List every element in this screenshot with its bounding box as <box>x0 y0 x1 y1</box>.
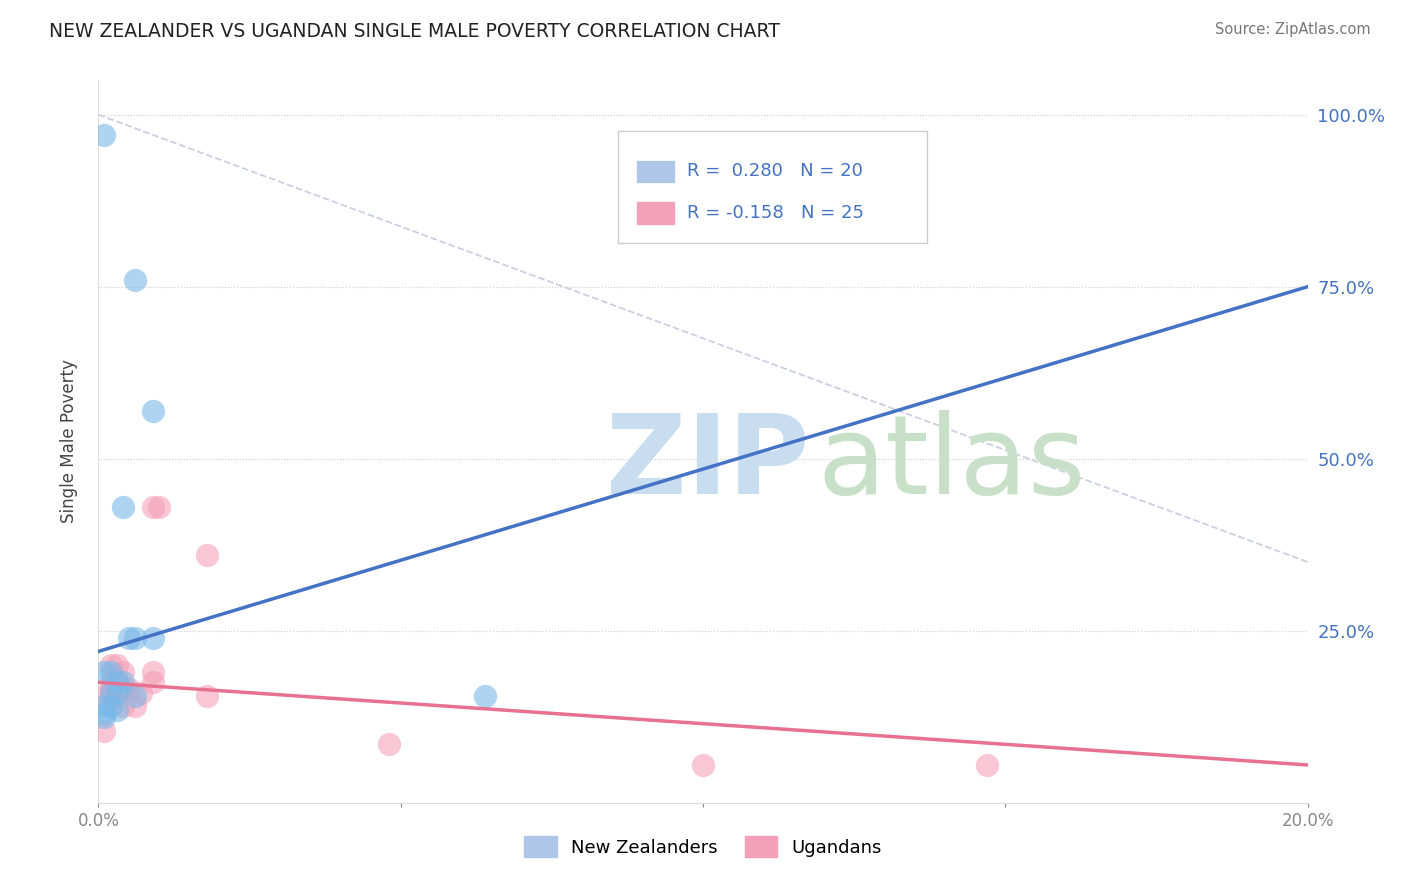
Point <box>100 658 122 673</box>
Point <box>111 682 134 697</box>
Point <box>111 665 134 679</box>
Point <box>111 675 134 690</box>
Point <box>105 689 128 703</box>
Point <box>105 686 128 700</box>
Point <box>377 737 399 751</box>
Point <box>142 403 165 417</box>
Point <box>93 723 115 738</box>
Point <box>142 500 165 514</box>
Point <box>105 658 128 673</box>
Point <box>118 682 141 697</box>
Point <box>105 675 128 690</box>
Point <box>100 675 122 690</box>
Point <box>124 699 146 714</box>
Text: NEW ZEALANDER VS UGANDAN SINGLE MALE POVERTY CORRELATION CHART: NEW ZEALANDER VS UGANDAN SINGLE MALE POV… <box>49 22 780 41</box>
Point <box>129 686 152 700</box>
Point <box>142 665 165 679</box>
Point <box>93 689 115 703</box>
FancyBboxPatch shape <box>619 131 927 243</box>
Point <box>111 699 134 714</box>
Point <box>93 665 115 679</box>
Text: ZIP: ZIP <box>606 409 810 516</box>
Point <box>100 686 122 700</box>
Point <box>148 500 170 514</box>
Point <box>105 703 128 717</box>
Point <box>976 758 998 772</box>
Text: R =  0.280   N = 20: R = 0.280 N = 20 <box>688 162 863 180</box>
Point <box>105 675 128 690</box>
FancyBboxPatch shape <box>637 160 675 183</box>
Point <box>105 682 128 697</box>
Point <box>111 500 134 514</box>
Point <box>93 128 115 143</box>
Point <box>100 682 122 697</box>
Point <box>124 689 146 703</box>
Point <box>124 273 146 287</box>
Text: atlas: atlas <box>818 409 1087 516</box>
Point <box>93 706 115 721</box>
Point <box>142 675 165 690</box>
Point <box>474 689 496 703</box>
Point <box>93 699 115 714</box>
FancyBboxPatch shape <box>637 202 675 225</box>
Point <box>100 665 122 679</box>
Point <box>100 689 122 703</box>
Point <box>100 699 122 714</box>
Point <box>692 758 714 772</box>
Point <box>118 631 141 645</box>
Text: R = -0.158   N = 25: R = -0.158 N = 25 <box>688 204 865 222</box>
Text: Source: ZipAtlas.com: Source: ZipAtlas.com <box>1215 22 1371 37</box>
Point <box>124 631 146 645</box>
Legend: New Zealanders, Ugandans: New Zealanders, Ugandans <box>515 827 891 866</box>
Point <box>195 689 218 703</box>
Point <box>195 548 218 562</box>
Point <box>93 710 115 724</box>
Y-axis label: Single Male Poverty: Single Male Poverty <box>60 359 79 524</box>
Point <box>142 631 165 645</box>
